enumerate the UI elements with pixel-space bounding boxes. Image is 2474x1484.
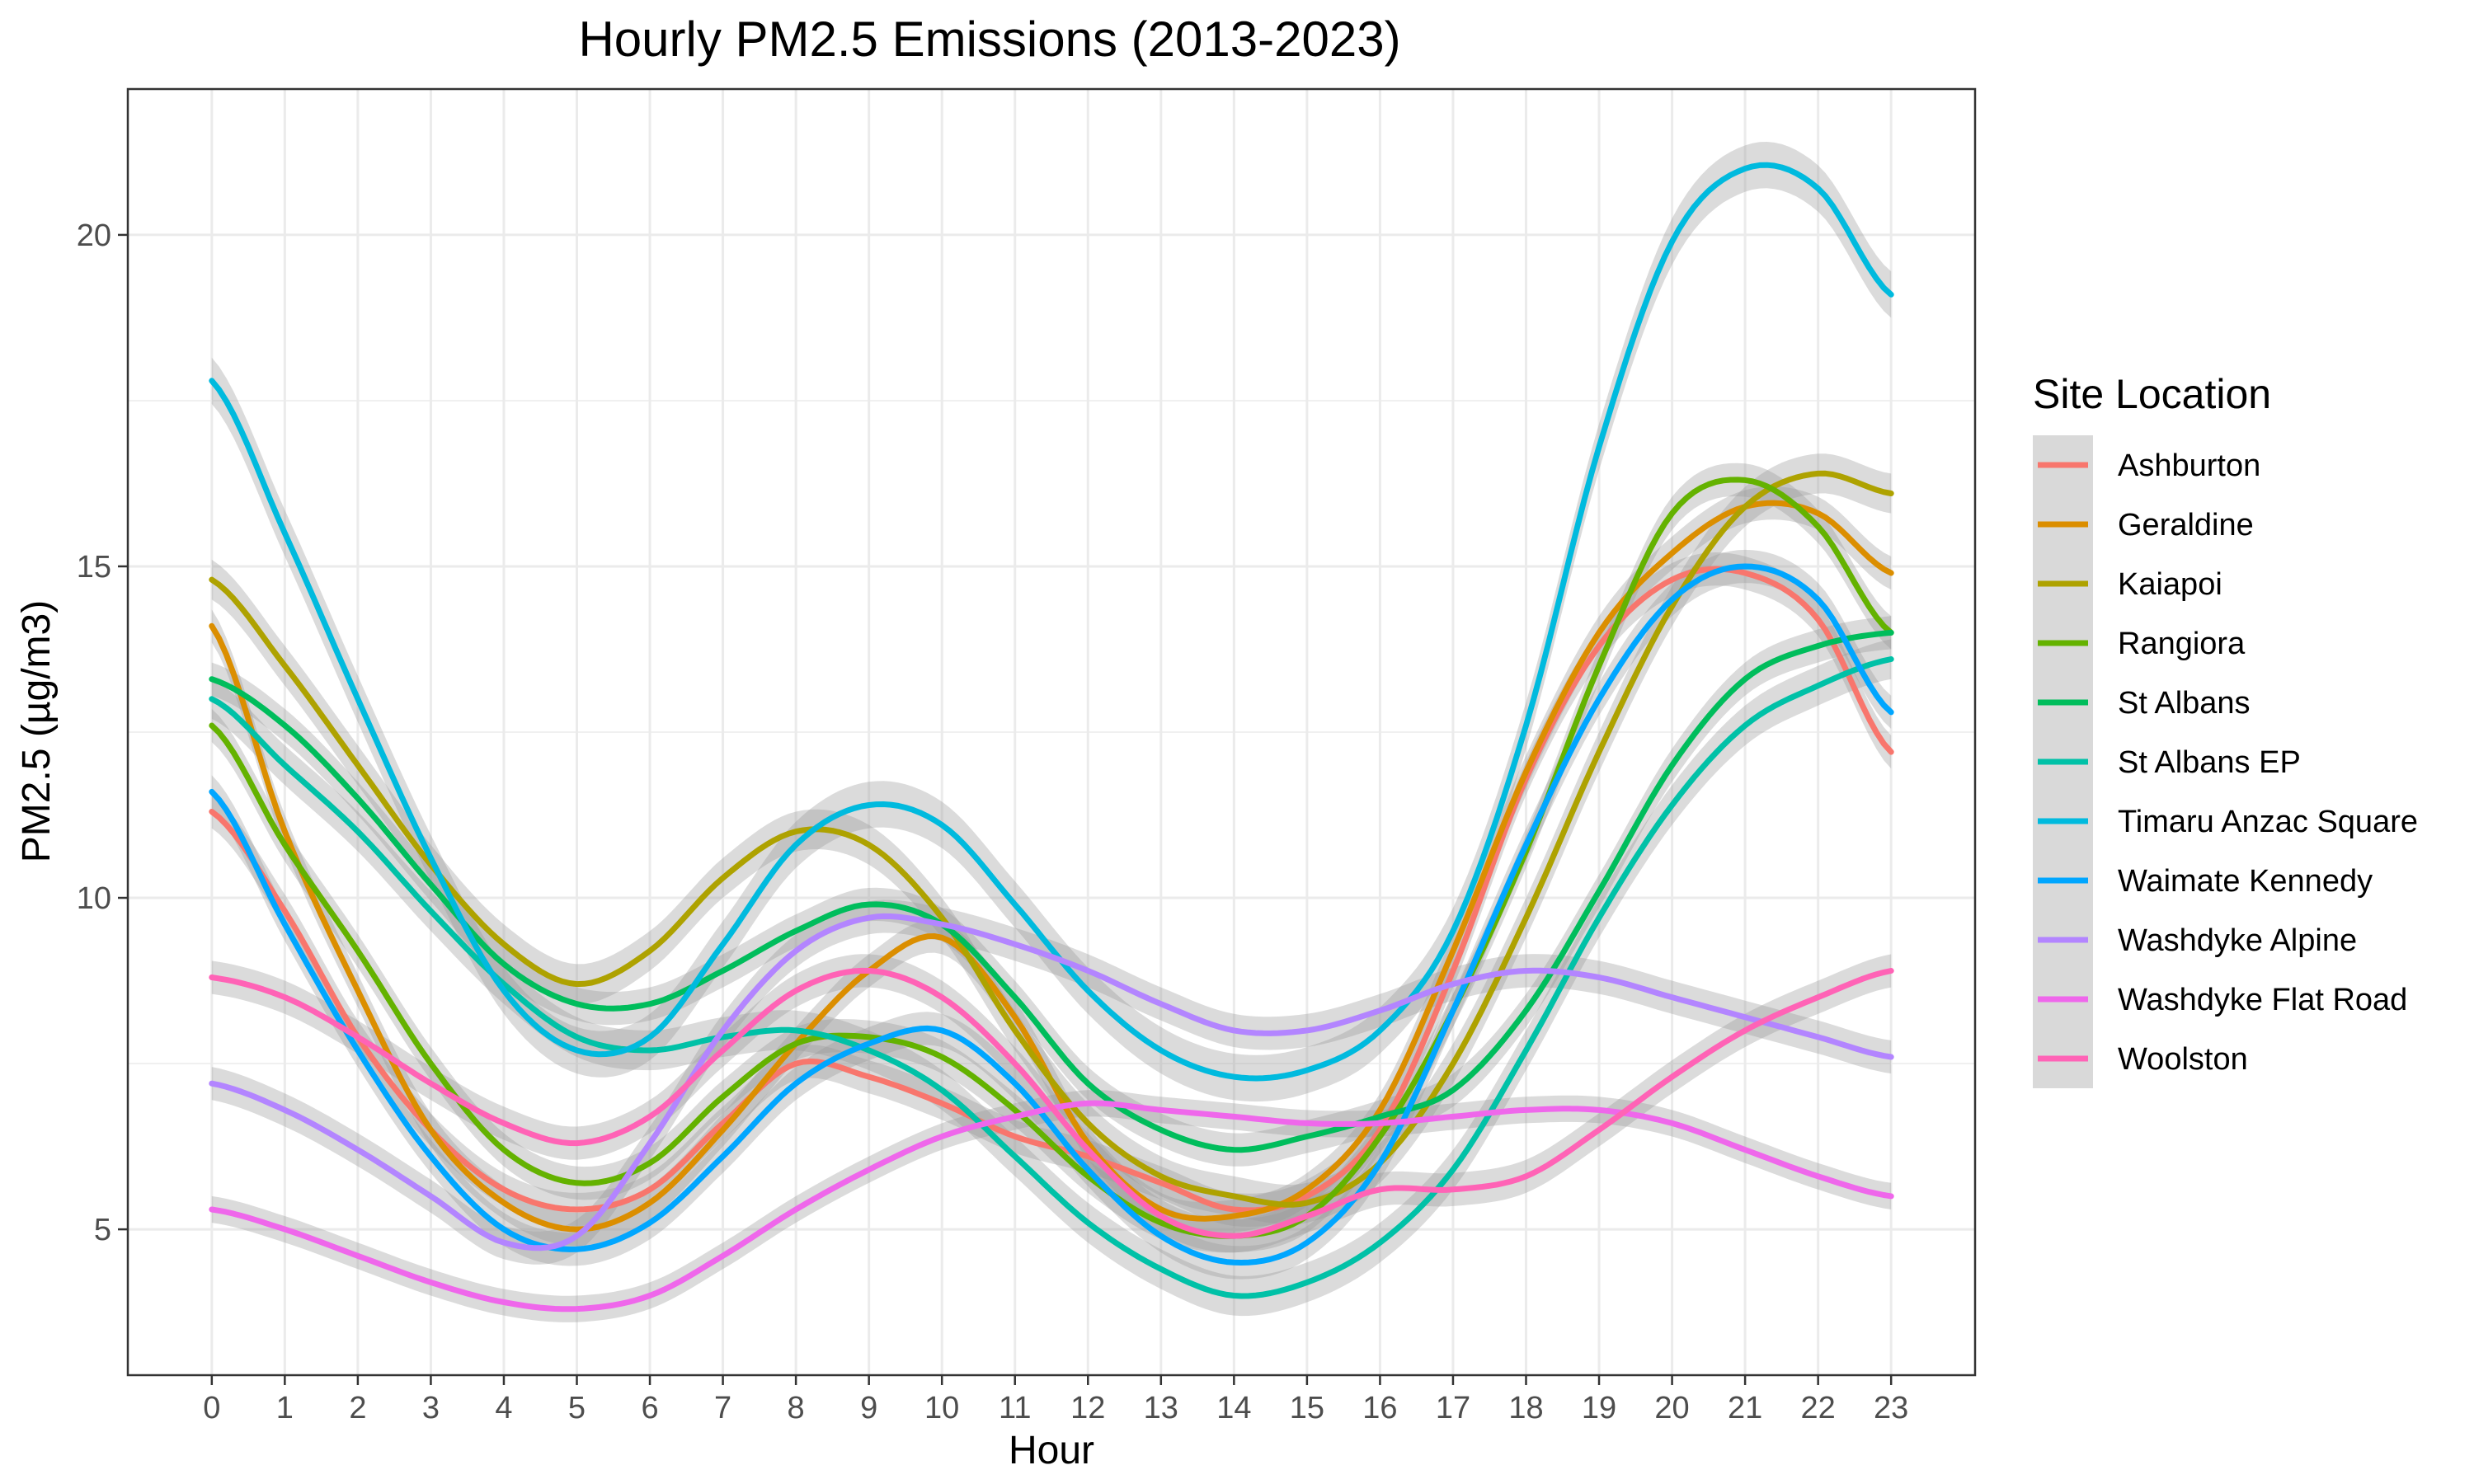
series-line [209, 563, 1894, 1266]
x-tick-label: 2 [349, 1391, 366, 1425]
x-tick-label: 21 [1728, 1391, 1762, 1425]
chart-title: Hourly PM2.5 Emissions (2013-2023) [578, 12, 1400, 67]
x-tick-label: 17 [1436, 1391, 1470, 1425]
confidence-band [211, 616, 1892, 1167]
legend-item-label: Washdyke Alpine [2118, 923, 2357, 958]
series-line [209, 470, 1894, 1208]
legend-item-label: Timaru Anzac Square [2118, 805, 2418, 839]
x-tick-label: 13 [1144, 1391, 1178, 1425]
series-line [209, 967, 1894, 1239]
confidence-band [211, 549, 1892, 1280]
legend-item-label: Kaiapoi [2118, 567, 2222, 602]
legend-item-label: St Albans [2118, 686, 2251, 721]
x-tick-label: 0 [203, 1391, 220, 1425]
x-tick-label: 18 [1508, 1391, 1543, 1425]
x-tick-label: 4 [495, 1391, 512, 1425]
y-tick-label: 15 [77, 550, 111, 585]
confidence-band [211, 486, 1892, 1247]
y-axis-title: PM2.5 (µg/m3) [15, 600, 59, 862]
x-tick-label: 11 [999, 1391, 1031, 1425]
plot-border [126, 87, 1977, 1377]
legend-item-label: Washdyke Flat Road [2118, 983, 2407, 1017]
legend-item-label: St Albans EP [2118, 745, 2301, 780]
y-tick-label: 5 [94, 1213, 111, 1247]
x-tick-label: 15 [1290, 1391, 1324, 1425]
x-tick-label: 16 [1362, 1391, 1397, 1425]
x-tick-label: 23 [1874, 1391, 1908, 1425]
x-tick-label: 6 [641, 1391, 658, 1425]
x-tick-label: 8 [788, 1391, 805, 1425]
x-tick-label: 7 [714, 1391, 731, 1425]
legend-item-label: Geraldine [2118, 508, 2254, 542]
x-tick-label: 19 [1582, 1391, 1616, 1425]
x-tick-label: 20 [1654, 1391, 1689, 1425]
legend-item-label: Ashburton [2118, 448, 2260, 483]
y-tick-label: 20 [77, 218, 111, 253]
x-tick-label: 5 [568, 1391, 586, 1425]
x-tick-label: 9 [860, 1391, 877, 1425]
legend: Site Location Ashburton Geraldine Kaiapoi R… [2033, 371, 2418, 1088]
x-tick-label: 22 [1801, 1391, 1836, 1425]
x-tick-label: 1 [276, 1391, 294, 1425]
legend-item-label: Rangiora [2118, 627, 2246, 661]
x-axis-title: Hour [1009, 1429, 1094, 1472]
legend-item-label: Woolston [2118, 1042, 2248, 1077]
series-line [209, 913, 1894, 1252]
series-line [209, 162, 1894, 1082]
y-tick-label: 10 [77, 881, 111, 916]
x-tick-label: 3 [422, 1391, 440, 1425]
legend-item-label: Waimate Kennedy [2118, 864, 2373, 899]
x-tick-label: 12 [1070, 1391, 1105, 1425]
legend-title: Site Location [2033, 371, 2271, 417]
x-tick-label: 10 [924, 1391, 959, 1425]
series-line [209, 477, 1894, 1239]
series-line [209, 629, 1894, 1153]
x-tick-label: 14 [1216, 1391, 1251, 1425]
